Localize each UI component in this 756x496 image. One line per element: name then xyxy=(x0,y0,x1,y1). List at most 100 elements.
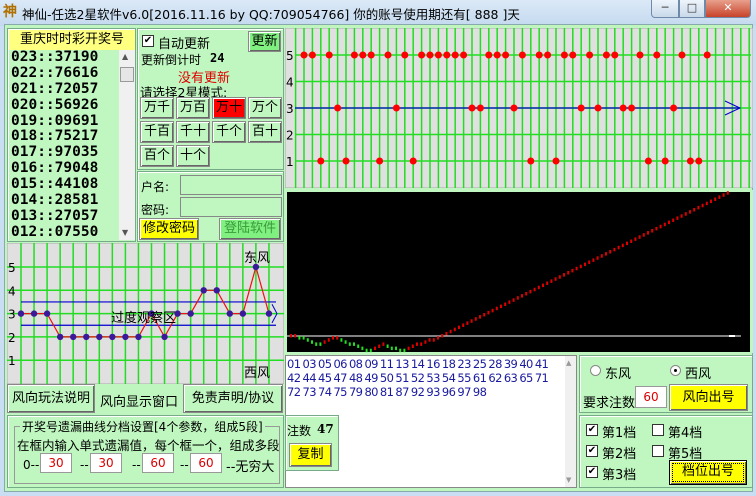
gear-checkbox[interactable]: ✔ xyxy=(586,445,598,457)
range-sep: -- xyxy=(80,458,89,472)
trend-bar xyxy=(596,256,599,260)
trend-bar xyxy=(542,283,544,288)
countdown-label: 更新倒计时 xyxy=(141,53,202,67)
required-count-input[interactable]: 60 xyxy=(635,386,667,408)
draw-list-item[interactable]: 016::79048 xyxy=(11,160,99,177)
gap-input-1[interactable]: 30 xyxy=(40,453,72,473)
wind-output-button[interactable]: 风向出号 xyxy=(669,384,748,411)
range-sep: -- xyxy=(180,458,189,472)
trend-bar xyxy=(609,250,612,254)
gear-checkbox[interactable] xyxy=(652,445,664,457)
data-point xyxy=(485,51,493,59)
y-tick-label: 3 xyxy=(286,102,294,116)
draw-list-item[interactable]: 017::97035 xyxy=(11,144,99,161)
password-input[interactable] xyxy=(180,197,282,217)
copy-button[interactable]: 复制 xyxy=(289,443,332,467)
y-tick-label: 5 xyxy=(8,261,16,275)
data-point xyxy=(200,287,207,294)
gear-checkbox[interactable] xyxy=(652,424,664,436)
mode-button[interactable]: 千十 xyxy=(176,121,210,143)
trend-bar xyxy=(701,203,704,208)
y-tick-label: 3 xyxy=(8,308,16,322)
trend-bar xyxy=(668,220,670,225)
settings-legend: 开奖号遗漏曲线分档设置[4个参数，组成5段] xyxy=(20,418,265,435)
gear-checkbox[interactable]: ✔ xyxy=(586,466,598,478)
mode-button[interactable]: 百个 xyxy=(140,145,174,167)
arrow-icon xyxy=(724,100,742,116)
draw-list-item[interactable]: 021::72057 xyxy=(11,80,99,97)
trend-bar xyxy=(449,329,452,334)
draw-list-item[interactable]: 019::09691 xyxy=(11,112,99,129)
data-point xyxy=(265,310,273,317)
data-point xyxy=(96,333,103,341)
gear-label: 第3档 xyxy=(602,468,637,483)
update-button[interactable]: 更新 xyxy=(248,31,281,52)
auto-update-checkbox[interactable]: ✔ xyxy=(142,35,154,47)
data-point xyxy=(148,310,155,317)
trend-bar xyxy=(491,308,494,313)
close-button[interactable]: ✕ xyxy=(705,0,751,18)
change-password-button[interactable]: 修改密码 xyxy=(139,218,199,240)
numbers-scrollbar[interactable]: ▲ ▼ xyxy=(565,356,576,487)
draw-list[interactable]: 023::37190 022::76616 021::72057 020::56926… xyxy=(9,50,119,240)
gap-input-4[interactable]: 60 xyxy=(190,453,222,473)
trend-bar xyxy=(722,193,725,197)
trend-bar xyxy=(294,334,297,338)
disclaimer-button[interactable]: 免责声明/协议 xyxy=(183,384,283,413)
data-point xyxy=(443,51,451,59)
draw-list-item[interactable]: 012::07550 xyxy=(11,223,99,240)
mode-button[interactable]: 万十 xyxy=(212,97,246,119)
draw-list-item[interactable]: 023::37190 xyxy=(11,50,99,65)
draw-list-item[interactable]: 018::75217 xyxy=(11,128,99,145)
gear-output-button[interactable]: 档位出号 xyxy=(669,460,747,485)
settings-instruction: 在框内输入单式遗漏值，每个框一个，组成多段 xyxy=(17,438,280,453)
mode-button[interactable]: 千个 xyxy=(212,121,246,143)
login-button[interactable]: 登陆软件 xyxy=(219,218,281,240)
auto-update-label: 自动更新 xyxy=(158,37,211,52)
mode-button[interactable]: 万百 xyxy=(176,97,210,119)
username-input[interactable] xyxy=(180,175,282,195)
wind-rules-button[interactable]: 风向玩法说明 xyxy=(7,384,95,413)
mode-button[interactable]: 十个 xyxy=(176,145,210,167)
gear-checkbox[interactable]: ✔ xyxy=(586,424,598,436)
scroll-down-icon[interactable]: ▼ xyxy=(122,228,129,237)
gap-input-3[interactable]: 60 xyxy=(142,453,174,473)
data-point xyxy=(70,333,77,341)
scroll-up-icon[interactable]: ▲ xyxy=(122,52,129,61)
draw-list-item[interactable]: 015::44108 xyxy=(11,176,99,193)
zone-label: 过度观察区 xyxy=(111,310,176,326)
data-point xyxy=(686,157,694,165)
chart-background xyxy=(287,192,750,352)
trend-bar xyxy=(558,275,561,279)
east-radio[interactable] xyxy=(590,365,601,376)
draw-list-item[interactable]: 022::76616 xyxy=(11,64,99,81)
minimize-button[interactable]: ─ xyxy=(651,0,679,18)
gap-settings-panel: 开奖号遗漏曲线分档设置[4个参数，组成5段] 在框内输入单式遗漏值，每个框一个，… xyxy=(7,415,284,488)
trend-bar xyxy=(369,348,372,353)
trend-bar xyxy=(516,296,519,300)
range-end: --无穷大 xyxy=(226,460,275,475)
data-point xyxy=(476,104,484,112)
west-radio[interactable] xyxy=(670,365,681,376)
draw-list-item[interactable]: 013::27057 xyxy=(11,207,99,224)
data-point xyxy=(384,51,392,59)
data-point xyxy=(359,51,367,59)
gap-input-2[interactable]: 30 xyxy=(90,453,122,473)
draw-list-item[interactable]: 014::28581 xyxy=(11,192,99,209)
mode-button[interactable]: 百十 xyxy=(248,121,282,143)
mode-button[interactable]: 万千 xyxy=(140,97,174,119)
data-point xyxy=(401,51,409,59)
trend-bar xyxy=(659,224,662,229)
required-count-label: 要求注数 xyxy=(583,396,636,411)
trend-bar xyxy=(411,344,414,348)
y-tick-label: 5 xyxy=(286,49,294,63)
mode-button[interactable]: 万个 xyxy=(248,97,282,119)
maximize-button[interactable]: □ xyxy=(679,0,705,18)
trend-bar xyxy=(336,336,339,340)
mode-button[interactable]: 千百 xyxy=(140,121,174,143)
data-point xyxy=(418,51,426,59)
scrollbar[interactable]: ▲ ▼ xyxy=(119,50,135,240)
trend-bar xyxy=(521,294,523,298)
scroll-thumb[interactable] xyxy=(120,67,134,82)
draw-list-item[interactable]: 020::56926 xyxy=(11,96,99,113)
